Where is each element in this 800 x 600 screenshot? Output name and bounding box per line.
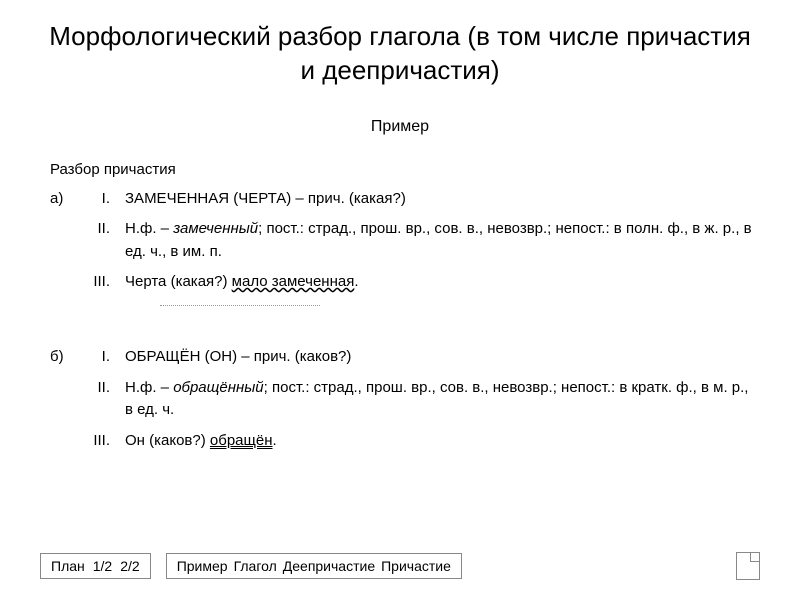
item-a-1: I. ЗАМЕЧЕННАЯ (ЧЕРТА) – прич. (какая?) [80,188,760,211]
plan-page-2[interactable]: 2/2 [120,558,139,574]
text-predicate: мало замеченная [232,273,355,290]
tab-adverbial[interactable]: Деепричастие [283,558,375,574]
text-middle: (какая?) [166,273,231,290]
text-italic: замеченный [173,220,258,237]
roman-numeral: III. [80,430,110,453]
plan-label: План [51,558,85,574]
item-text: ОБРАЩЁН (ОН) – прич. (каков?) [125,346,760,369]
text-subject: Черта [125,273,166,290]
roman-numeral: II. [80,377,110,422]
example-block-a: а) I. ЗАМЕЧЕННАЯ (ЧЕРТА) – прич. (какая?… [50,188,760,317]
text-predicate: обращён [210,432,273,449]
item-text: Н.ф. – замеченный; пост.: страд., прош. … [125,218,760,263]
text-plain: Н.ф. – [125,379,173,396]
text-middle: (каков?) [145,432,210,449]
dotted-line [160,305,320,306]
text-subject: ОН [210,348,233,365]
text-subject: Он [125,432,145,449]
text-end: . [273,432,277,449]
item-text: Н.ф. – обращённый; пост.: страд., прош. … [125,377,760,422]
subtitle: Пример [40,118,760,136]
item-a-2: II. Н.ф. – замеченный; пост.: страд., пр… [80,218,760,263]
roman-numeral: II. [80,218,110,263]
item-a-3: III. Черта (какая?) мало замеченная. [80,271,760,316]
plan-page-1[interactable]: 1/2 [93,558,112,574]
example-block-b: б) I. ОБРАЩЁН (ОН) – прич. (каков?) II. … [50,346,760,452]
tab-participle[interactable]: Причастие [381,558,451,574]
tab-verb[interactable]: Глагол [234,558,277,574]
bottom-nav: План 1/2 2/2 Пример Глагол Деепричастие … [40,552,760,580]
page-title: Морфологический разбор глагола (в том чи… [40,20,760,88]
block-letter-a: а) [50,190,63,207]
item-b-3: III. Он (каков?) обращён. [80,430,760,453]
plan-box: План 1/2 2/2 [40,553,151,579]
text-prefix: ЗАМЕЧЕННАЯ ( [125,190,238,207]
text-subject: ЧЕРТА [238,190,286,207]
roman-numeral: I. [80,346,110,369]
text-suffix: ) – прич. (каков?) [232,348,351,365]
text-plain: Н.ф. – [125,220,173,237]
block-letter-b: б) [50,348,64,365]
roman-numeral: I. [80,188,110,211]
example-label: Пример [177,558,228,574]
section-label: Разбор причастия [50,161,760,178]
text-suffix: ) – прич. (какая?) [286,190,406,207]
roman-numeral: III. [80,271,110,316]
page-icon[interactable] [736,552,760,580]
text-end: . [354,273,358,290]
example-box: Пример Глагол Деепричастие Причастие [166,553,462,579]
item-text: Он (каков?) обращён. [125,430,760,453]
text-italic: обращённый [173,379,263,396]
item-text: Черта (какая?) мало замеченная. [125,271,760,316]
item-b-1: I. ОБРАЩЁН (ОН) – прич. (каков?) [80,346,760,369]
item-text: ЗАМЕЧЕННАЯ (ЧЕРТА) – прич. (какая?) [125,188,760,211]
text-prefix: ОБРАЩЁН ( [125,348,210,365]
item-b-2: II. Н.ф. – обращённый; пост.: страд., пр… [80,377,760,422]
